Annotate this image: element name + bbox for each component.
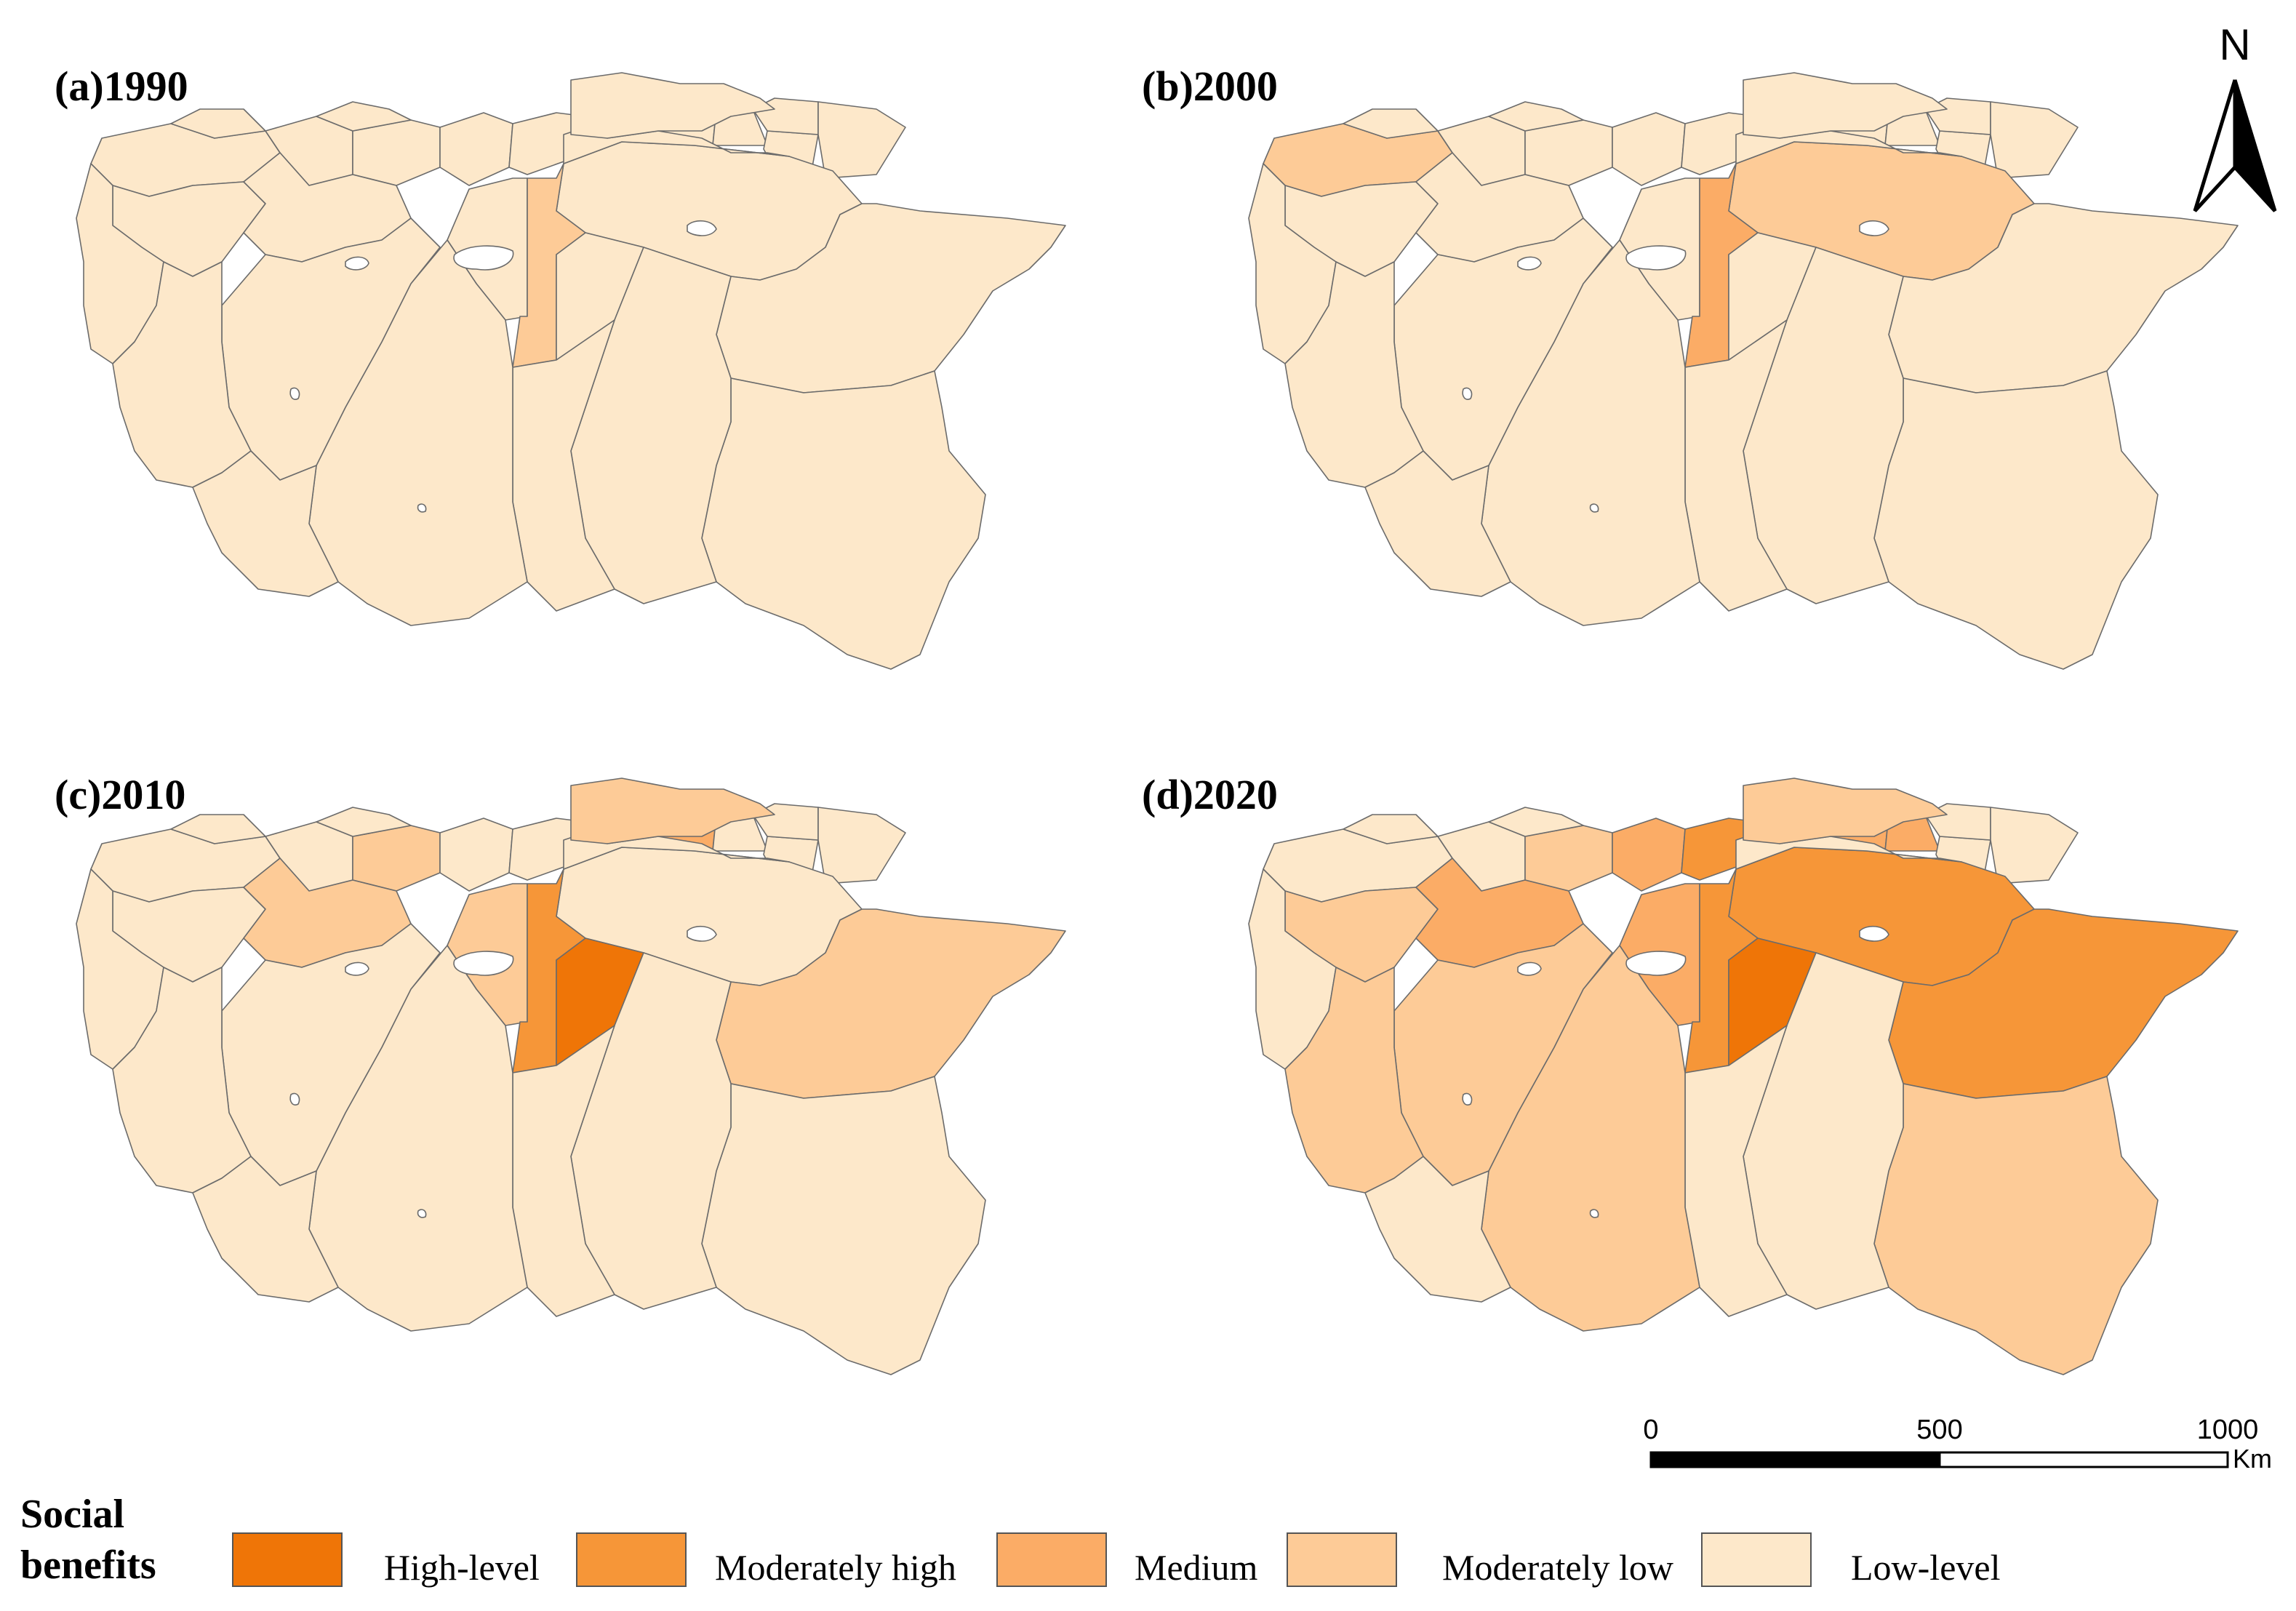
legend-label-moderately-low: Moderately low xyxy=(1442,1547,1673,1588)
legend-label-high: High-level xyxy=(384,1547,540,1588)
region-south-east xyxy=(701,370,986,670)
region-north-2 xyxy=(1524,825,1613,892)
lake-1 xyxy=(1625,245,1687,271)
region-north-2 xyxy=(352,119,441,186)
legend-swatch-low xyxy=(1701,1532,1812,1587)
scale-bar: 0 500 1000 Km xyxy=(1643,1415,2272,1474)
lake-1 xyxy=(1625,951,1687,976)
legend-swatch-medium xyxy=(996,1532,1107,1587)
region-west-5 xyxy=(1284,261,1424,488)
lake-5 xyxy=(417,503,427,513)
region-northeast-1 xyxy=(1990,807,2079,884)
north-arrow-label: N xyxy=(2219,20,2250,69)
region-nw-small xyxy=(170,108,266,139)
region-n-mid-small xyxy=(1488,807,1584,837)
region-nw-small xyxy=(1343,108,1439,139)
region-n-mid-small xyxy=(316,807,412,837)
lake-3 xyxy=(1859,220,1889,236)
region-northeast-1 xyxy=(817,101,906,179)
lake-1 xyxy=(453,245,514,271)
north-arrow-left-half xyxy=(2193,79,2237,212)
legend-swatch-high xyxy=(232,1532,343,1587)
north-arrow-right-half xyxy=(2233,79,2277,212)
scale-segment-black xyxy=(1649,1451,1941,1468)
region-nw-small xyxy=(170,814,266,844)
map-regions xyxy=(1248,72,2239,670)
lake-2 xyxy=(345,256,369,271)
legend-swatch-moderately-high xyxy=(576,1532,687,1587)
map-panel-2010 xyxy=(76,777,1066,1375)
region-west-5 xyxy=(112,967,252,1194)
lake-1 xyxy=(453,951,514,976)
region-northeast-1 xyxy=(817,807,906,884)
panel-title-d: (d)2020 xyxy=(1142,771,1278,818)
lake-2 xyxy=(1517,962,1542,976)
legend-label-low: Low-level xyxy=(1851,1547,2000,1588)
region-ne-strip xyxy=(570,72,775,139)
scale-tick-500: 500 xyxy=(1916,1415,1962,1445)
region-north-3 xyxy=(1612,112,1686,186)
map-panel-2020 xyxy=(1248,777,2239,1375)
legend-swatch-moderately-low xyxy=(1287,1532,1397,1587)
region-north-2 xyxy=(352,825,441,892)
region-south-east xyxy=(1873,370,2159,670)
lake-2 xyxy=(345,962,369,976)
region-north-3 xyxy=(439,112,513,186)
map-regions xyxy=(76,777,1066,1375)
map-panel-2000 xyxy=(1248,72,2239,670)
panel-title-c: (c)2010 xyxy=(55,771,185,818)
lake-2 xyxy=(1517,256,1542,271)
lake-4 xyxy=(289,387,300,400)
map-regions xyxy=(76,72,1066,670)
lake-4 xyxy=(1462,1092,1473,1106)
lake-4 xyxy=(289,1092,300,1106)
region-n-mid-small xyxy=(316,101,412,132)
region-nw-small xyxy=(1343,814,1439,844)
region-ne-strip xyxy=(1743,777,1948,844)
lake-3 xyxy=(687,925,717,942)
region-west-6 xyxy=(192,450,339,597)
scale-unit: Km xyxy=(2233,1444,2272,1474)
region-west-5 xyxy=(112,261,252,488)
north-arrow: N xyxy=(2193,20,2277,212)
lake-5 xyxy=(417,1209,427,1218)
lake-5 xyxy=(1589,1209,1599,1218)
lake-3 xyxy=(687,220,717,236)
region-ne-strip xyxy=(1743,72,1948,139)
region-west-5 xyxy=(1284,967,1424,1194)
region-west-6 xyxy=(1364,450,1511,597)
region-north-2 xyxy=(1524,119,1613,186)
region-n-mid-small xyxy=(1488,101,1584,132)
legend: Social benefits High-level Moderately hi… xyxy=(20,1492,2000,1588)
map-regions xyxy=(1248,777,2239,1375)
lake-4 xyxy=(1462,387,1473,400)
scale-tick-1000: 1000 xyxy=(2197,1415,2259,1445)
map-panel-1990 xyxy=(76,72,1066,670)
legend-title-line2: benefits xyxy=(20,1543,156,1588)
panel-title-b: (b)2000 xyxy=(1142,63,1278,110)
panel-title-a: (a)1990 xyxy=(55,63,188,110)
legend-label-moderately-high: Moderately high xyxy=(715,1547,956,1588)
region-north-3 xyxy=(439,818,513,892)
lake-3 xyxy=(1859,925,1889,942)
scale-tick-0: 0 xyxy=(1643,1415,1658,1445)
region-south-east xyxy=(701,1076,986,1375)
region-north-3 xyxy=(1612,818,1686,892)
legend-title-line1: Social xyxy=(20,1492,124,1537)
legend-label-medium: Medium xyxy=(1135,1547,1258,1588)
lake-5 xyxy=(1589,503,1599,513)
region-west-6 xyxy=(192,1156,339,1303)
scale-segment-white xyxy=(1938,1451,2229,1468)
region-south-east xyxy=(1873,1076,2159,1375)
region-ne-strip xyxy=(570,777,775,844)
region-west-6 xyxy=(1364,1156,1511,1303)
region-northeast-1 xyxy=(1990,101,2079,179)
